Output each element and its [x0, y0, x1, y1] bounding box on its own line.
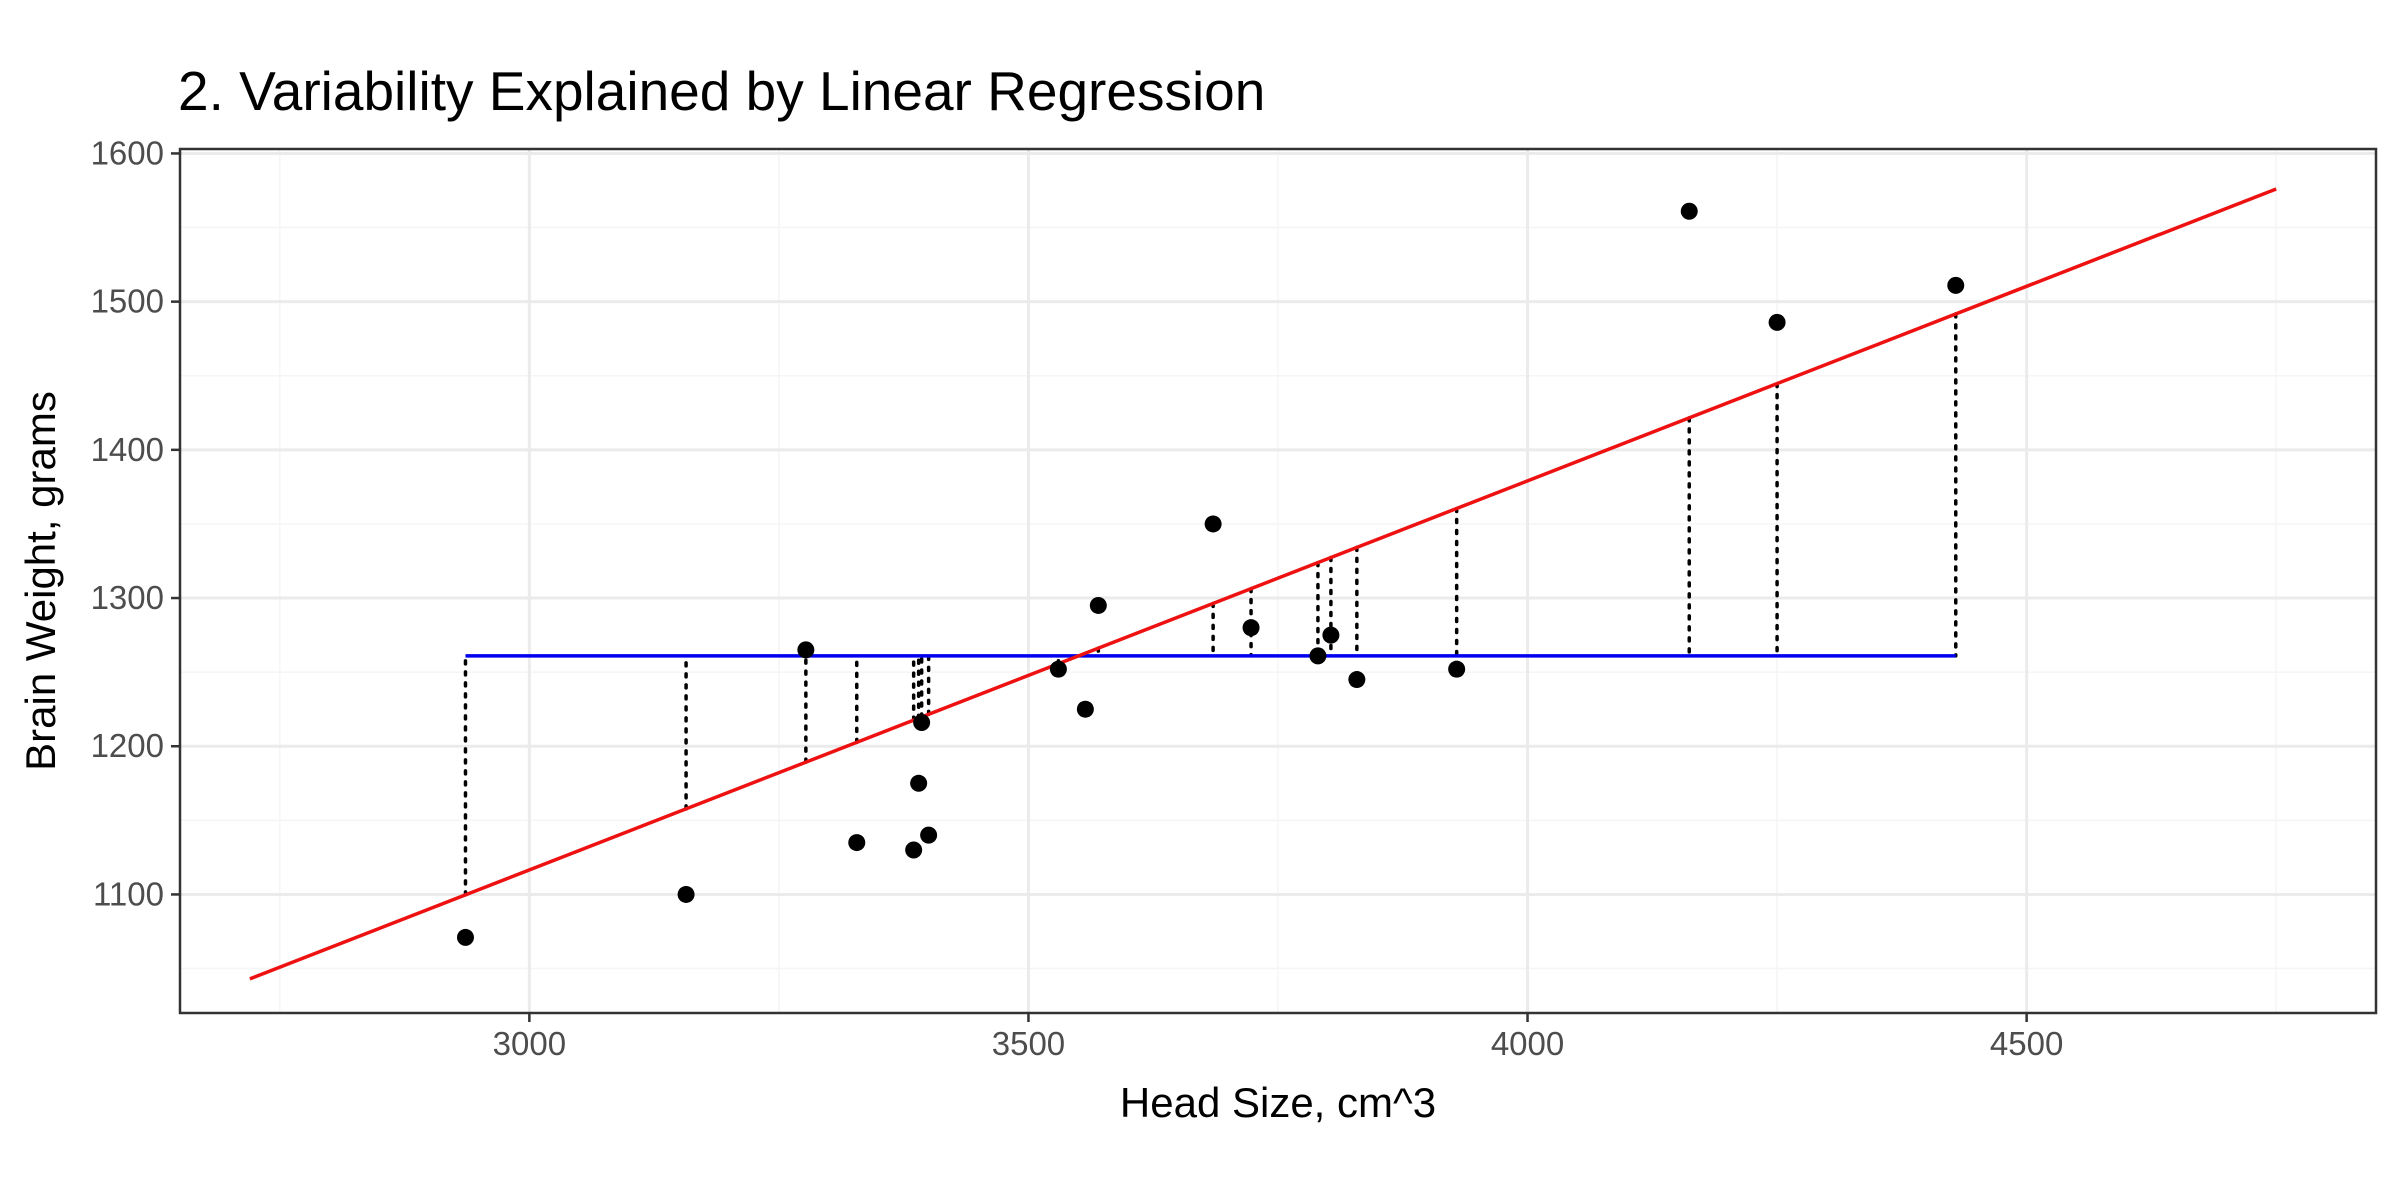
data-point [1076, 700, 1094, 718]
data-point [1242, 619, 1260, 637]
x-axis-title: Head Size, cm^3 [1120, 1079, 1436, 1126]
data-point [1089, 596, 1107, 614]
regression-line [249, 187, 2277, 981]
data-point [1947, 276, 1965, 294]
data-points [456, 202, 1965, 946]
y-tick-label: 1600 [91, 134, 164, 171]
data-point [797, 641, 815, 659]
data-point [456, 928, 474, 946]
data-point [920, 826, 938, 844]
data-point [677, 885, 695, 903]
data-point [1680, 202, 1698, 220]
data-point [905, 841, 923, 859]
data-point [1768, 313, 1786, 331]
y-tick-label: 1400 [91, 431, 164, 468]
panel-border [178, 147, 2378, 1015]
data-point [1322, 626, 1340, 644]
data-point [1204, 515, 1222, 533]
y-axis-title: Brain Weight, grams [17, 391, 64, 771]
data-point [1448, 660, 1466, 678]
data-point [913, 714, 931, 732]
x-tick-label: 4500 [1990, 1025, 2063, 1062]
minor-grid [180, 149, 2376, 1013]
y-tick-label: 1200 [91, 727, 164, 764]
y-axis-ticks: 1100 1200 1300 1400 1500 1600 [91, 134, 180, 912]
y-tick-label: 1300 [91, 579, 164, 616]
x-tick-label: 3000 [493, 1025, 566, 1062]
fit-lines [249, 187, 2277, 981]
data-point [848, 834, 866, 852]
major-grid [180, 149, 2376, 1013]
x-tick-label: 4000 [1491, 1025, 1564, 1062]
data-point [1309, 647, 1327, 665]
data-point [910, 774, 928, 792]
y-tick-label: 1500 [91, 283, 164, 320]
x-tick-label: 3500 [992, 1025, 1065, 1062]
chart-title: 2. Variability Explained by Linear Regre… [178, 60, 1265, 122]
y-tick-label: 1100 [93, 875, 164, 912]
x-axis-ticks: 3000 3500 4000 4500 [493, 1013, 2063, 1062]
data-point [1348, 671, 1366, 689]
data-point [1049, 660, 1067, 678]
